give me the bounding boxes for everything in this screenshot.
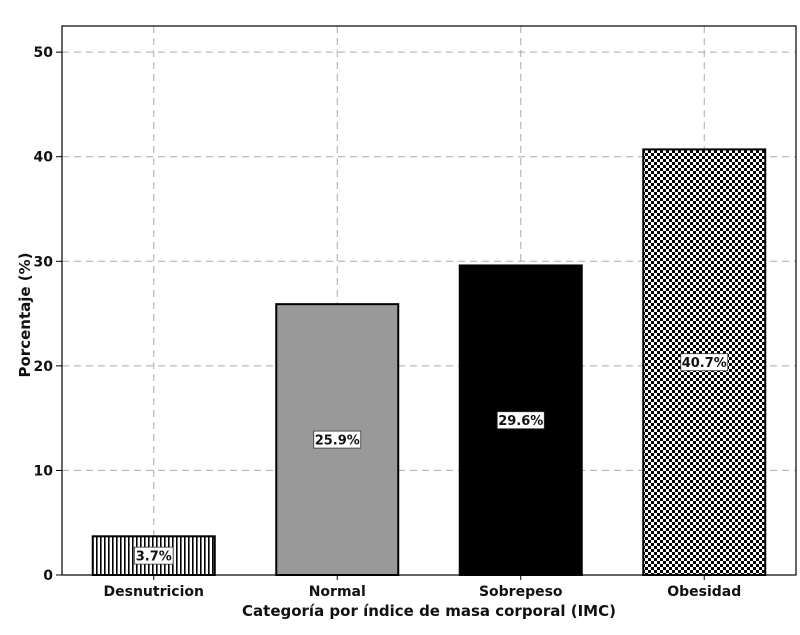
- y-tick-label: 30: [34, 254, 54, 270]
- data-label: 29.6%: [496, 411, 545, 430]
- x-tick-label: Desnutricion: [104, 584, 204, 600]
- plot-frame: [61, 25, 797, 576]
- data-label-box: [680, 353, 729, 372]
- data-label-text: 3.7%: [136, 550, 172, 565]
- y-axis-title: Porcentaje (%): [16, 252, 34, 377]
- bars: [91, 148, 767, 577]
- data-label-box: [496, 411, 545, 430]
- data-label: 3.7%: [133, 546, 174, 565]
- y-tick-label: 50: [34, 45, 54, 61]
- y-tick-label: 40: [34, 150, 54, 166]
- data-label-text: 40.7%: [682, 356, 727, 371]
- y-tick-label: 0: [43, 568, 53, 584]
- y-tick-label: 10: [34, 463, 54, 479]
- bar-normal: [275, 303, 400, 576]
- data-label-text: 25.9%: [315, 434, 360, 449]
- x-axis-title: Categoría por índice de masa corporal (I…: [242, 602, 616, 620]
- data-labels: 3.7% 25.9% 29.6% 40.7%: [133, 353, 729, 565]
- data-label: 40.7%: [680, 353, 729, 372]
- data-label-box: [313, 430, 362, 449]
- x-tick-label: Sobrepeso: [479, 584, 563, 600]
- y-tick-label: 20: [34, 359, 54, 375]
- data-label-text: 29.6%: [498, 414, 543, 429]
- x-tick-label: Obesidad: [667, 584, 741, 600]
- axes: 0 10 20 30 40 50 Desnutricion Normal Sobrepeso Ob…: [34, 25, 797, 600]
- data-label: 25.9%: [313, 430, 362, 449]
- x-tick-label: Normal: [309, 584, 366, 600]
- data-label-box: [133, 546, 174, 565]
